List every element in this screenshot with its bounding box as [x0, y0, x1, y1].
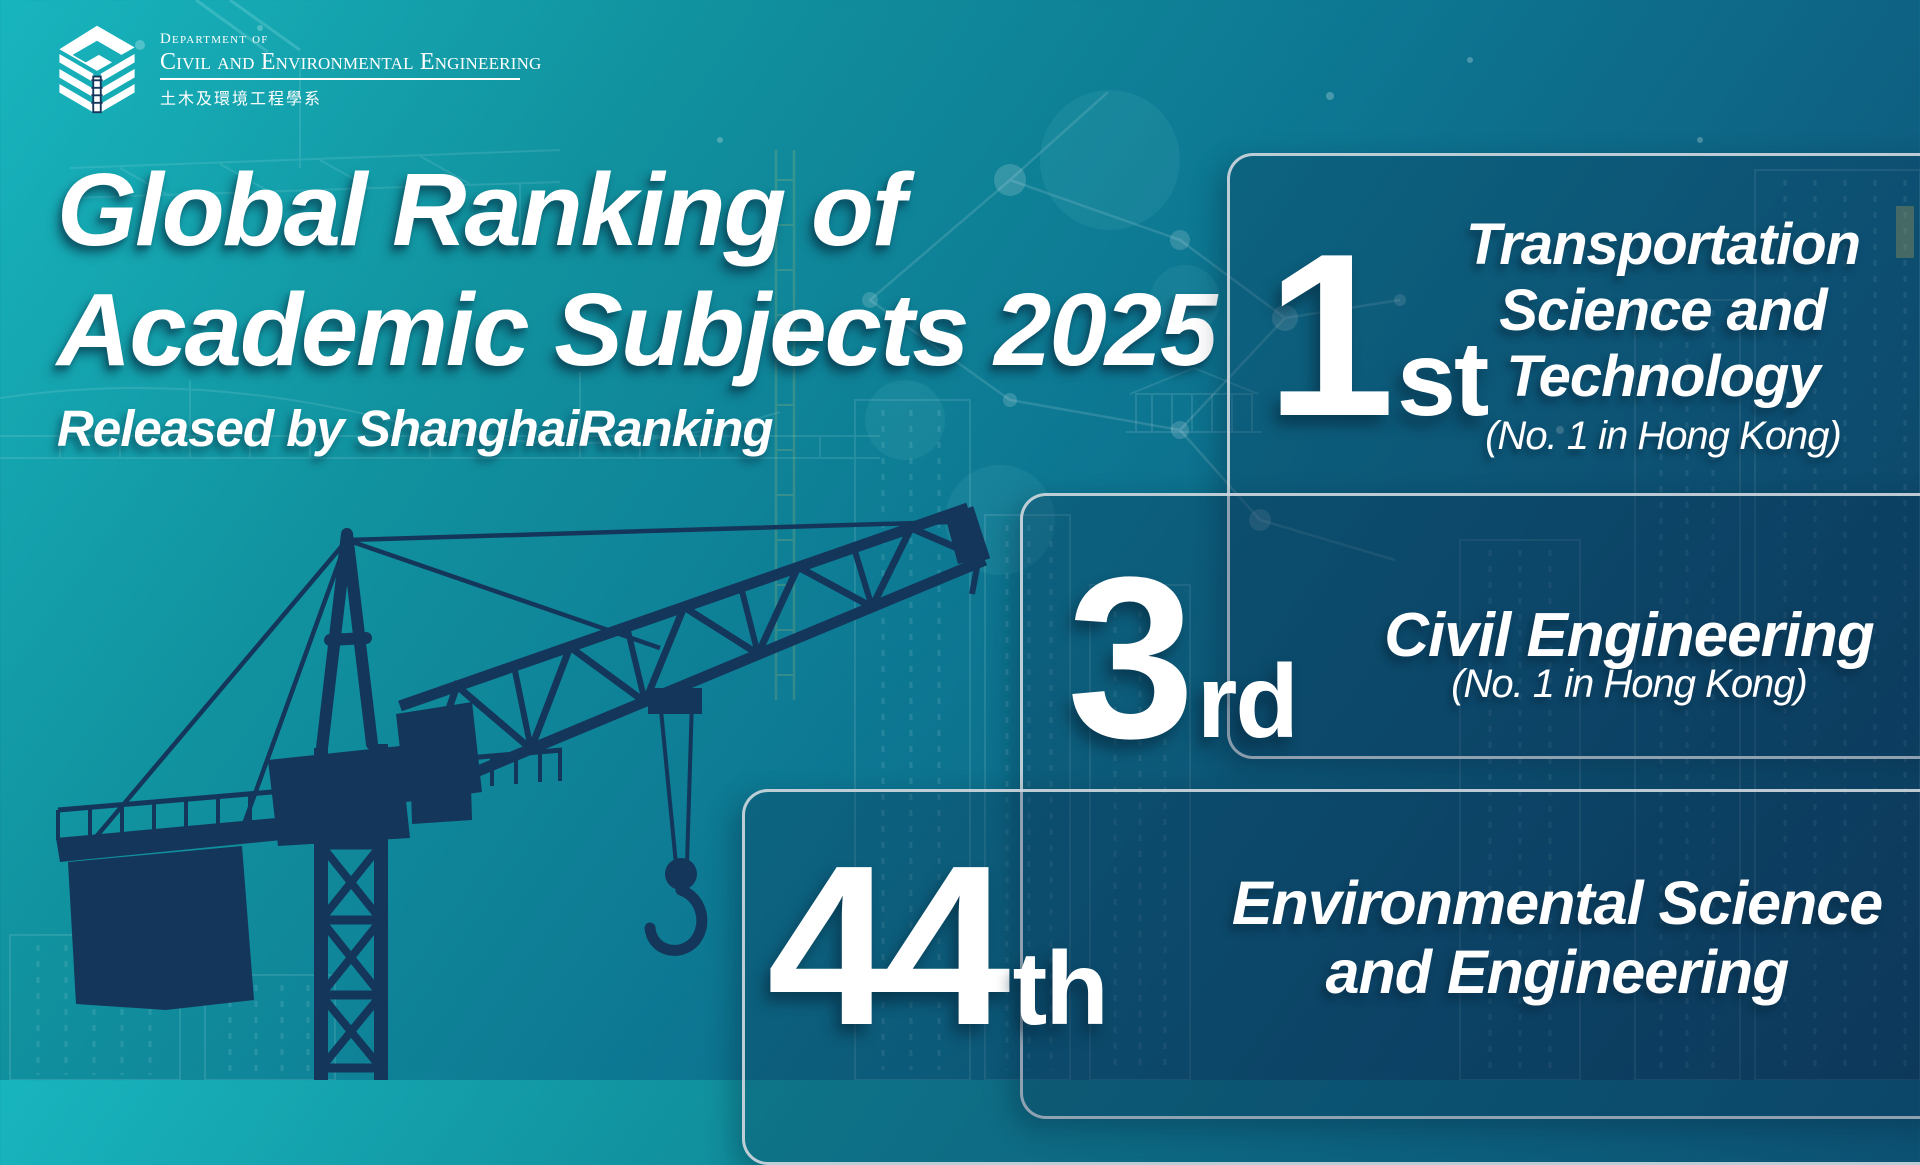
department-of-label: Department of — [160, 31, 269, 47]
department-logo: Department of Civil and Environmental En… — [50, 22, 542, 116]
rank-value-row: 3 rd — [1067, 529, 1299, 786]
subject-name: Environmental Science and Engineering — [1207, 869, 1907, 1007]
subject-line: Environmental Science — [1231, 869, 1883, 937]
subject-line: and Engineering — [1325, 937, 1790, 1006]
rank-number: 44 — [767, 819, 1011, 1073]
subject-line: Transportation — [1465, 212, 1861, 277]
hong-kong-rank-note: (No. 1 in Hong Kong) — [1485, 414, 1842, 458]
page-title-line2: Academic Subjects 2025 — [57, 271, 1217, 387]
page-title: Global Ranking of Academic Subjects 2025 — [57, 150, 1217, 390]
subject-name: Transportation Science and Technology — [1383, 212, 1920, 410]
ranking-card-transportation: 1 st Transportation Science and Technolo… — [1227, 153, 1920, 759]
department-logo-icon — [59, 25, 135, 114]
rank-suffix: rd — [1196, 644, 1299, 760]
department-name-label: Civil and Environmental Engineering — [160, 48, 542, 75]
rank-suffix: st — [1397, 320, 1489, 438]
logo-underline — [160, 78, 520, 81]
rank-value-row: 44 th — [767, 819, 1109, 1073]
page-title-line1: Global Ranking of — [57, 152, 906, 267]
ranking-card-environmental: 44 th Environmental Science and Engineer… — [742, 789, 1920, 1165]
subject-name: Civil Engineering — [1384, 601, 1874, 670]
hong-kong-rank-note: (No. 1 in Hong Kong) — [1451, 662, 1808, 706]
ranking-card-civil-engineering: 3 rd Civil Engineering (No. 1 in Hong Ko… — [1020, 493, 1920, 1119]
department-logo-text: Department of Civil and Environmental En… — [160, 22, 542, 116]
page-subtitle: Released by ShanghaiRanking — [57, 400, 774, 457]
subject-line: Technology — [1506, 344, 1820, 410]
rank-suffix: th — [1012, 931, 1109, 1047]
rank-value-row: 1 st — [1266, 206, 1489, 465]
rank-number: 3 — [1067, 529, 1195, 786]
rank-number: 1 — [1266, 206, 1395, 465]
subject-line: Science and — [1499, 278, 1827, 344]
department-name-chinese: 土木及環境工程學系 — [160, 89, 323, 109]
